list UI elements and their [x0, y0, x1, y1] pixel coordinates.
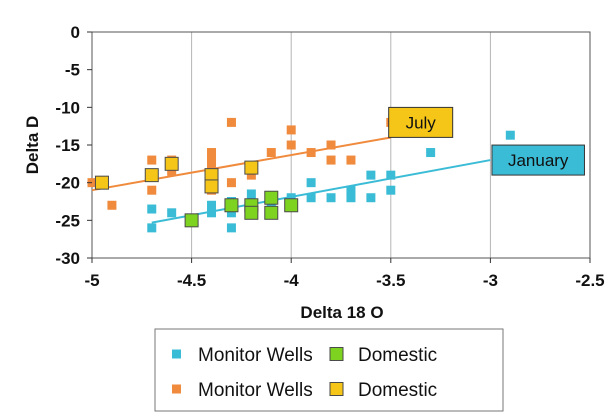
monitor-well-point-july [107, 200, 117, 210]
legend-swatch [329, 382, 344, 396]
monitor-well-point-january [226, 223, 236, 233]
legend-label: Domestic [358, 345, 437, 366]
monitor-well-point-july [207, 163, 217, 173]
y-tick-label: -25 [55, 211, 80, 230]
callout-label-july: July [406, 113, 437, 132]
legend: Monitor Wells Domestic Monitor Wells Domest… [154, 328, 504, 412]
legend-label: Monitor Wells [198, 380, 313, 401]
monitor-well-point-january [306, 193, 316, 203]
legend-swatch [172, 349, 181, 359]
monitor-well-point-january [426, 148, 436, 158]
trendline-july [91, 136, 391, 192]
monitor-well-point-july [346, 155, 356, 165]
domestic-point-january [264, 190, 279, 205]
y-tick-label: 0 [71, 23, 80, 42]
trendline-january [151, 159, 491, 224]
monitor-well-point-january [207, 200, 217, 210]
x-tick-label: -3.5 [376, 271, 405, 290]
y-tick-label: -20 [55, 174, 80, 193]
domestic-point-january [264, 205, 279, 220]
monitor-well-point-january [207, 208, 217, 218]
monitor-well-point-january [246, 189, 256, 199]
domestic-point-january [184, 213, 199, 228]
domestic-point-july [164, 156, 179, 171]
x-tick-label: -2.5 [575, 271, 604, 290]
monitor-well-point-july [226, 178, 236, 188]
monitor-well-point-january [286, 193, 296, 203]
monitor-well-point-july [147, 185, 157, 195]
monitor-well-point-july [147, 155, 157, 165]
monitor-well-point-july [326, 155, 336, 165]
legend-label: Monitor Wells [198, 345, 313, 366]
callouts: July January [388, 106, 585, 176]
data-points [87, 117, 515, 233]
monitor-well-point-july [266, 148, 276, 158]
monitor-well-point-july [226, 117, 236, 127]
monitor-well-point-january [147, 204, 157, 214]
monitor-well-point-july [207, 148, 217, 158]
y-tick-label: -30 [55, 249, 80, 268]
domestic-point-july [204, 179, 219, 194]
domestic-point-july [94, 175, 109, 190]
monitor-well-point-january [147, 223, 157, 233]
monitor-well-point-july [326, 140, 336, 150]
monitor-well-point-january [366, 193, 376, 203]
monitor-well-point-january [226, 208, 236, 218]
y-axis-title: Delta D [23, 116, 42, 175]
domestic-point-january [284, 198, 299, 213]
monitor-well-point-january [326, 193, 336, 203]
callout-box-july [388, 106, 454, 138]
callout-label-january: January [508, 151, 569, 170]
callout-box-january [491, 144, 585, 176]
domestic-point-january [224, 198, 239, 213]
monitor-well-point-january [306, 178, 316, 188]
x-tick-label: -4.5 [177, 271, 206, 290]
monitor-well-point-january [346, 193, 356, 203]
legend-box [154, 328, 504, 412]
monitor-well-point-january [346, 185, 356, 195]
x-axis-ticks: -5 -4.5 -4 -3.5 -3 -2.5 [84, 258, 605, 290]
monitor-well-point-july [207, 155, 217, 165]
monitor-well-point-january [167, 208, 177, 218]
y-axis-ticks: 0 -5 -10 -15 -20 -25 -30 [55, 23, 92, 268]
monitor-well-point-july [246, 170, 256, 180]
x-axis-title: Delta 18 O [300, 303, 383, 322]
x-tick-label: -5 [84, 271, 99, 290]
y-tick-label: -10 [55, 98, 80, 117]
legend-label: Domestic [358, 380, 437, 401]
monitor-well-point-july [286, 125, 296, 135]
x-tick-label: -3 [483, 271, 498, 290]
y-tick-label: -15 [55, 136, 80, 155]
gridlines [191, 32, 491, 258]
monitor-well-point-january [386, 185, 396, 195]
monitor-well-point-july [286, 140, 296, 150]
legend-swatch [172, 384, 181, 394]
monitor-well-point-january [505, 130, 515, 140]
x-tick-label: -4 [284, 271, 300, 290]
legend-swatch [329, 347, 344, 361]
y-tick-label: -5 [65, 61, 80, 80]
monitor-well-point-july [306, 148, 316, 158]
monitor-well-point-january [366, 170, 376, 180]
domestic-point-july [144, 168, 159, 183]
monitor-well-point-january [386, 170, 396, 180]
monitor-well-point-july [167, 166, 177, 176]
domestic-point-january [244, 205, 259, 220]
domestic-point-july [244, 160, 259, 175]
